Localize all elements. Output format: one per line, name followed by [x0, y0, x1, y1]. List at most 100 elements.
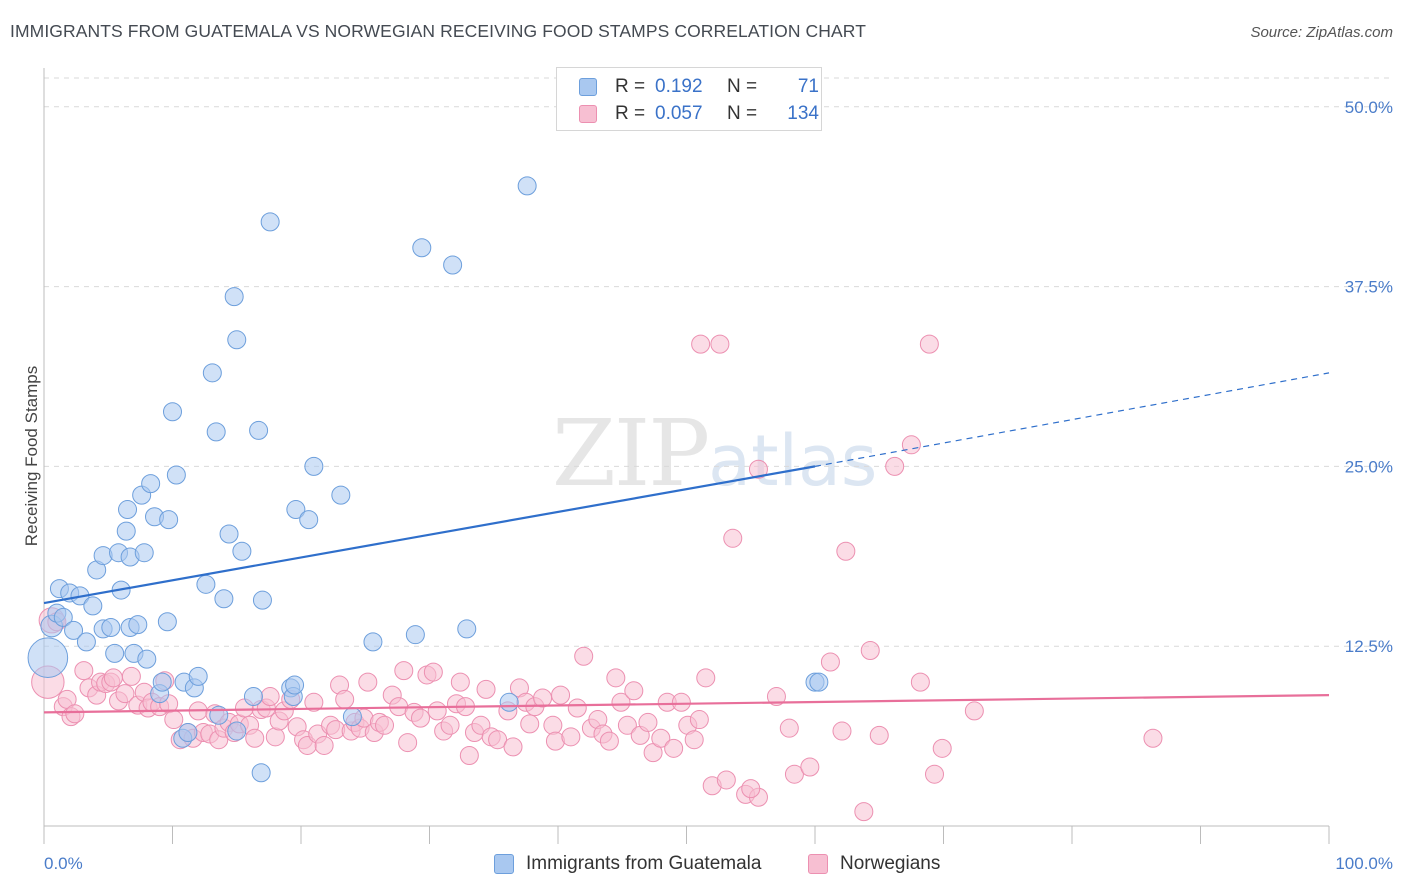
point-guatemala	[93, 546, 113, 566]
point-guatemala	[116, 521, 136, 541]
point-guatemala	[178, 723, 198, 742]
point-norwegians	[488, 730, 508, 750]
point-guatemala	[517, 176, 537, 196]
point-norwegians	[245, 728, 265, 748]
point-guatemala	[252, 590, 272, 610]
point-guatemala	[27, 637, 69, 679]
legend-r-label: R =	[615, 76, 646, 97]
point-norwegians	[664, 738, 684, 758]
point-guatemala	[157, 612, 177, 632]
point-guatemala	[64, 620, 84, 640]
point-norwegians	[335, 689, 355, 709]
point-norwegians	[427, 701, 447, 721]
point-norwegians	[164, 710, 184, 730]
bottom-legend-label: Norwegians	[840, 853, 941, 874]
trend-lines	[43, 372, 1330, 714]
point-norwegians	[696, 668, 716, 688]
point-guatemala	[299, 510, 319, 530]
point-guatemala	[412, 238, 432, 258]
point-norwegians	[121, 666, 141, 686]
point-norwegians	[836, 541, 856, 561]
watermark-atlas: atlas	[708, 420, 878, 502]
point-norwegians	[551, 685, 571, 705]
point-guatemala	[224, 287, 244, 307]
legend-swatch-guatemala	[579, 78, 597, 96]
point-guatemala	[219, 524, 239, 544]
point-norwegians	[684, 730, 704, 750]
point-guatemala	[227, 721, 247, 741]
point-norwegians	[375, 715, 395, 735]
point-norwegians	[265, 727, 285, 747]
point-norwegians	[854, 802, 874, 822]
point-norwegians	[779, 718, 799, 738]
point-guatemala	[76, 632, 96, 652]
point-norwegians	[624, 681, 644, 701]
legend-r-value: 0.057	[655, 103, 703, 124]
point-norwegians	[115, 684, 135, 704]
point-guatemala	[166, 465, 186, 485]
point-norwegians	[459, 746, 479, 766]
point-norwegians	[617, 715, 637, 735]
legend-n-label: N =	[727, 76, 758, 97]
point-norwegians	[741, 779, 761, 799]
point-guatemala	[304, 456, 324, 476]
legend-n-value: 134	[787, 103, 819, 124]
point-guatemala	[363, 632, 383, 652]
point-guatemala	[53, 607, 73, 627]
y-tick-label: 25.0%	[1345, 457, 1393, 476]
point-norwegians	[561, 727, 581, 747]
y-tick-label: 37.5%	[1345, 278, 1393, 297]
point-norwegians	[543, 715, 563, 735]
point-guatemala	[83, 596, 103, 616]
point-guatemala	[105, 643, 125, 663]
point-norwegians	[503, 737, 523, 757]
point-norwegians	[394, 661, 414, 681]
point-norwegians	[932, 738, 952, 758]
point-norwegians	[314, 735, 334, 755]
point-guatemala	[499, 692, 519, 712]
point-norwegians	[567, 698, 587, 718]
series-guatemala	[27, 176, 829, 783]
point-norwegians	[411, 708, 431, 728]
point-norwegians	[440, 715, 460, 735]
point-guatemala	[251, 763, 271, 783]
point-guatemala	[137, 649, 157, 669]
point-norwegians	[533, 688, 553, 708]
point-norwegians	[638, 712, 658, 732]
point-norwegians	[832, 721, 852, 741]
legend-swatch-norwegians	[579, 105, 597, 123]
point-norwegians	[74, 661, 94, 681]
bottom-legend-swatch-guatemala	[494, 854, 514, 874]
bottom-legend-label: Immigrants from Guatemala	[526, 853, 762, 874]
point-norwegians	[671, 692, 691, 712]
point-norwegians	[820, 652, 840, 672]
point-guatemala	[118, 500, 138, 520]
point-guatemala	[342, 707, 362, 727]
point-norwegians	[599, 731, 619, 751]
point-norwegians	[885, 456, 905, 476]
point-guatemala	[260, 212, 280, 232]
point-norwegians	[651, 728, 671, 748]
point-guatemala	[141, 474, 161, 494]
chart-title: IMMIGRANTS FROM GUATEMALA VS NORWEGIAN R…	[10, 21, 866, 41]
point-norwegians	[910, 672, 930, 692]
point-norwegians	[691, 334, 711, 354]
grid-lines	[44, 77, 1392, 647]
point-guatemala	[134, 543, 154, 563]
point-norwegians	[260, 687, 280, 707]
point-norwegians	[103, 668, 123, 688]
point-norwegians	[766, 687, 786, 707]
x-tick-label: 100.0%	[1335, 854, 1393, 873]
point-norwegians	[606, 668, 626, 688]
point-guatemala	[331, 485, 351, 505]
trend-line-norwegians	[43, 694, 1330, 714]
point-norwegians	[901, 435, 921, 455]
point-guatemala	[286, 500, 306, 520]
point-norwegians	[723, 528, 743, 548]
tick-labels: 12.5% 25.0% 37.5% 50.0% 0.0% 100.0% Receiving …	[22, 98, 1393, 873]
x-tick-label: 0.0%	[44, 854, 83, 873]
point-norwegians	[398, 733, 418, 753]
point-guatemala	[285, 675, 305, 695]
point-norwegians	[748, 459, 768, 479]
point-guatemala	[101, 617, 121, 637]
